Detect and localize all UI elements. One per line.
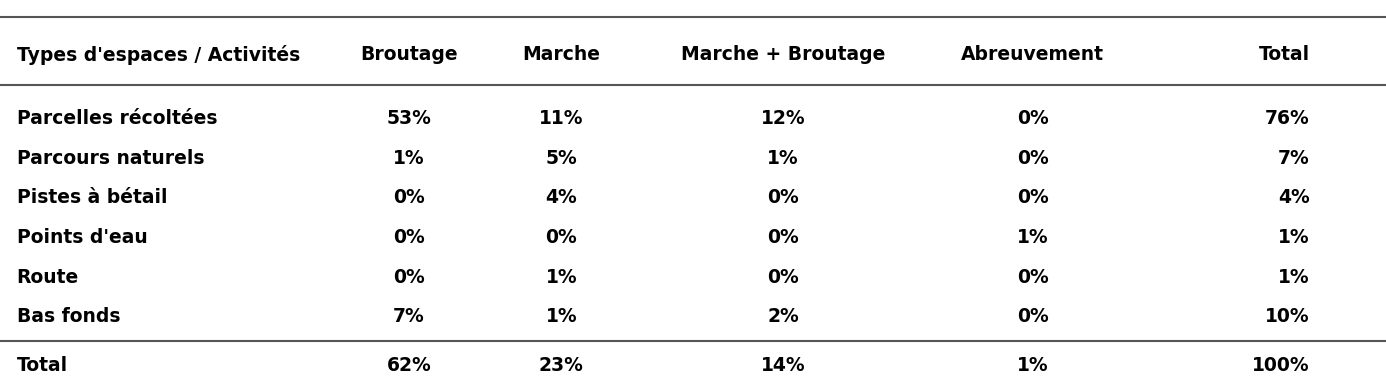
Text: 100%: 100% [1252, 356, 1310, 375]
Text: 0%: 0% [768, 228, 798, 247]
Text: 0%: 0% [1017, 268, 1048, 287]
Text: 1%: 1% [394, 149, 424, 168]
Text: 0%: 0% [394, 228, 424, 247]
Text: Marche: Marche [523, 45, 600, 64]
Text: 12%: 12% [761, 109, 805, 128]
Text: 1%: 1% [1278, 228, 1310, 247]
Text: 0%: 0% [1017, 188, 1048, 207]
Text: 11%: 11% [539, 109, 584, 128]
Text: 14%: 14% [761, 356, 805, 375]
Text: Parcelles récoltées: Parcelles récoltées [17, 109, 218, 128]
Text: Bas fonds: Bas fonds [17, 307, 121, 326]
Text: 53%: 53% [387, 109, 431, 128]
Text: 1%: 1% [1017, 228, 1048, 247]
Text: 0%: 0% [768, 188, 798, 207]
Text: 7%: 7% [394, 307, 424, 326]
Text: Marche + Broutage: Marche + Broutage [681, 45, 886, 64]
Text: 62%: 62% [387, 356, 431, 375]
Text: 76%: 76% [1265, 109, 1310, 128]
Text: 7%: 7% [1278, 149, 1310, 168]
Text: Types d'espaces / Activités: Types d'espaces / Activités [17, 44, 299, 65]
Text: Total: Total [1258, 45, 1310, 64]
Text: 4%: 4% [546, 188, 577, 207]
Text: 0%: 0% [394, 188, 424, 207]
Text: Abreuvement: Abreuvement [960, 45, 1105, 64]
Text: 10%: 10% [1265, 307, 1310, 326]
Text: 1%: 1% [546, 307, 577, 326]
Text: 0%: 0% [768, 268, 798, 287]
Text: Parcours naturels: Parcours naturels [17, 149, 204, 168]
Text: Broutage: Broutage [360, 45, 457, 64]
Text: 1%: 1% [768, 149, 798, 168]
Text: 0%: 0% [1017, 109, 1048, 128]
Text: Total: Total [17, 356, 68, 375]
Text: 1%: 1% [1278, 268, 1310, 287]
Text: 23%: 23% [539, 356, 584, 375]
Text: 2%: 2% [768, 307, 798, 326]
Text: 1%: 1% [546, 268, 577, 287]
Text: 0%: 0% [1017, 149, 1048, 168]
Text: 0%: 0% [546, 228, 577, 247]
Text: 5%: 5% [546, 149, 577, 168]
Text: 1%: 1% [1017, 356, 1048, 375]
Text: Points d'eau: Points d'eau [17, 228, 147, 247]
Text: 0%: 0% [1017, 307, 1048, 326]
Text: Pistes à bétail: Pistes à bétail [17, 188, 168, 207]
Text: Route: Route [17, 268, 79, 287]
Text: 4%: 4% [1278, 188, 1310, 207]
Text: 0%: 0% [394, 268, 424, 287]
